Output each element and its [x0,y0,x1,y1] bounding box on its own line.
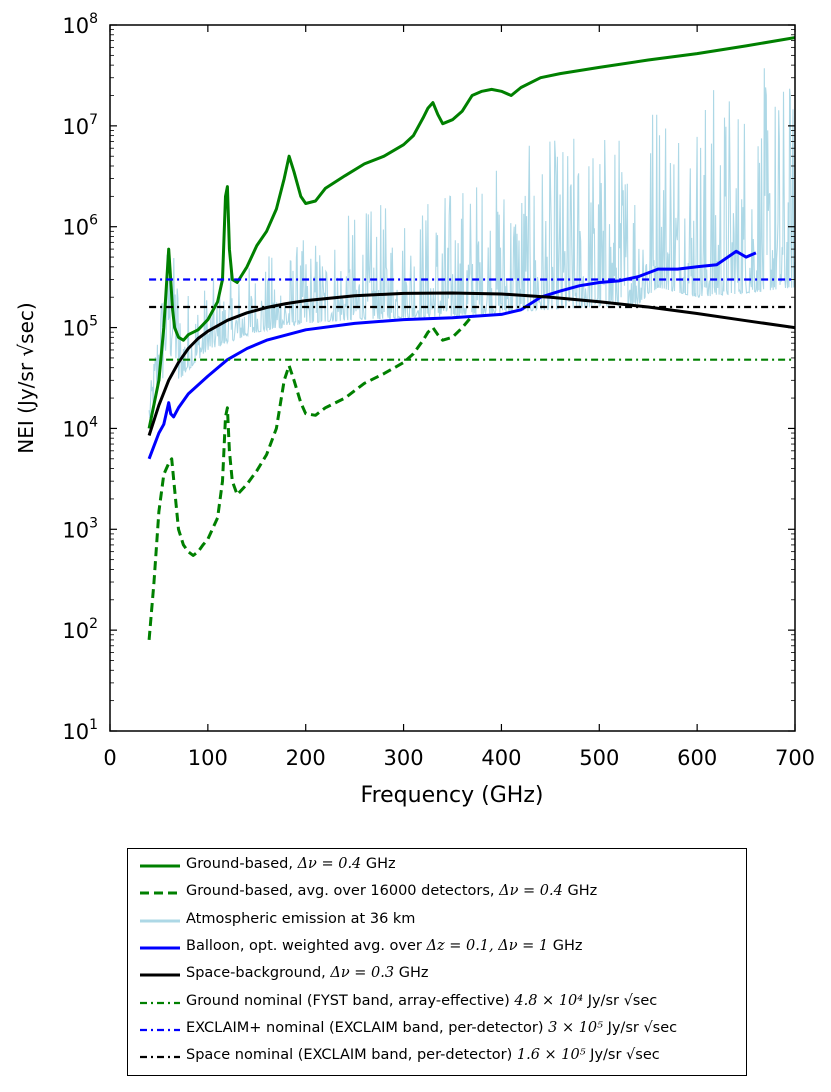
y-tick-exponent: 1 [89,717,98,733]
series-line-2 [147,315,474,641]
legend-math: Δν = 0.4 [499,883,563,900]
legend-text: Space-background, [186,965,331,982]
y-tick-base: 10 [62,619,89,643]
legend-math: Δν = 0.4 [297,856,362,872]
nei-chart: 0 100 200 300 400 500 600 700101102103104105106… [14,11,815,808]
legend-swatch [140,919,180,923]
legend-swatch [140,973,180,977]
y-tick-label: 103 [62,515,98,542]
y-tick-base: 10 [62,417,89,441]
legend-math: 3 × 10⁵ [548,1019,603,1036]
legend-text: Balloon, opt. weighted avg. over [186,937,427,954]
series-line-3 [147,249,757,460]
legend-entry: Balloon, opt. weighted avg. over Δz = 0.… [128,937,746,961]
y-tick-exponent: 7 [89,112,98,128]
legend-text: Ground nominal (FYST band, array-effecti… [186,992,515,1009]
y-tick-label: 101 [62,717,98,744]
legend-text: Atmospheric emission at 36 km [186,910,416,927]
series-line-1 [147,36,795,429]
legend-unit: GHz [394,965,429,982]
x-tick-label: 400 [481,746,521,770]
x-tick-label: 100 [188,746,228,770]
legend-math: 4.8 × 10⁴ [514,992,584,1009]
legend-entry: Ground-based, avg. over 16000 detectors,… [128,882,746,906]
plot-area [147,36,795,641]
legend-swatch [140,1028,180,1031]
legend-swatch [140,1001,180,1004]
legend-entry: Space nominal (EXCLAIM band, per-detecto… [128,1046,746,1070]
legend-label: Ground-based, Δν = 0.4 GHz [186,856,396,872]
series-atmospheric-emission [148,68,795,419]
legend-label: Ground-based, avg. over 16000 detectors,… [186,883,597,899]
y-tick-label: 105 [62,314,98,341]
legend-text: EXCLAIM+ nominal (EXCLAIM band, per-dete… [186,1019,549,1036]
legend-swatch [140,864,180,868]
x-tick-label: 600 [677,746,717,770]
legend-unit: Jy/sr √sec [602,1019,678,1036]
x-tick-label: 300 [384,746,424,770]
y-tick-label: 108 [62,11,98,38]
x-axis-label: Frequency (GHz) [361,783,544,808]
legend-text: Ground-based, avg. over 16000 detectors, [186,883,500,900]
x-tick-label: 0 [103,746,116,770]
legend-text: Space nominal (EXCLAIM band, per-detecto… [186,1047,517,1064]
legend-unit: Jy/sr √sec [583,992,658,1009]
x-tick-label: 700 [775,746,815,770]
y-axis-label: NEI (Jy/sr √sec) [14,302,38,453]
y-tick-label: 102 [62,616,98,643]
axis-ticks: 0 100 200 300 400 500 600 700101102103104105106… [62,11,815,770]
legend-label: Ground nominal (FYST band, array-effecti… [186,993,657,1009]
legend-entry: Ground nominal (FYST band, array-effecti… [128,992,746,1016]
y-tick-exponent: 6 [89,213,98,229]
legend-entry: EXCLAIM+ nominal (EXCLAIM band, per-dete… [128,1019,746,1043]
legend-label: Space nominal (EXCLAIM band, per-detecto… [186,1047,660,1063]
legend: Ground-based, Δν = 0.4 GHz Ground-based, … [127,848,747,1076]
legend-swatch [140,1055,180,1059]
legend-unit: GHz [361,856,396,872]
legend-text: Ground-based, [186,856,298,872]
y-tick-label: 104 [62,414,98,441]
legend-swatch [140,946,180,950]
legend-entry: Atmospheric emission at 36 km [128,910,746,934]
legend-label: Balloon, opt. weighted avg. over Δz = 0.… [186,938,583,954]
legend-label: EXCLAIM+ nominal (EXCLAIM band, per-dete… [186,1020,677,1036]
legend-math: Δz = 0.1, Δν = 1 [426,937,549,954]
y-tick-base: 10 [62,317,89,341]
legend-entry: Ground-based, Δν = 0.4 GHz [128,855,746,879]
y-tick-exponent: 4 [89,414,98,430]
y-tick-base: 10 [62,518,89,542]
x-tick-label: 500 [579,746,619,770]
legend-math: Δν = 0.3 [330,965,395,982]
legend-label: Atmospheric emission at 36 km [186,911,415,927]
legend-unit: GHz [548,937,583,954]
y-tick-exponent: 5 [89,314,98,330]
y-tick-base: 10 [62,720,89,744]
legend-entry: Space-background, Δν = 0.3 GHz [128,964,746,988]
y-tick-base: 10 [62,115,89,139]
legend-label: Space-background, Δν = 0.3 GHz [186,965,429,981]
legend-swatch [140,891,180,895]
y-tick-exponent: 2 [89,616,98,632]
series-line-4 [147,291,795,436]
x-tick-label: 200 [286,746,326,770]
legend-unit: GHz [562,883,598,900]
y-tick-label: 106 [62,213,98,240]
y-tick-exponent: 8 [89,11,98,27]
legend-unit: Jy/sr √sec [585,1047,660,1064]
plot-frame [109,24,796,732]
legend-math: 1.6 × 10⁵ [516,1047,586,1064]
y-tick-base: 10 [62,14,89,38]
y-tick-exponent: 3 [89,515,98,531]
y-tick-base: 10 [62,216,89,240]
y-tick-label: 107 [62,112,98,139]
